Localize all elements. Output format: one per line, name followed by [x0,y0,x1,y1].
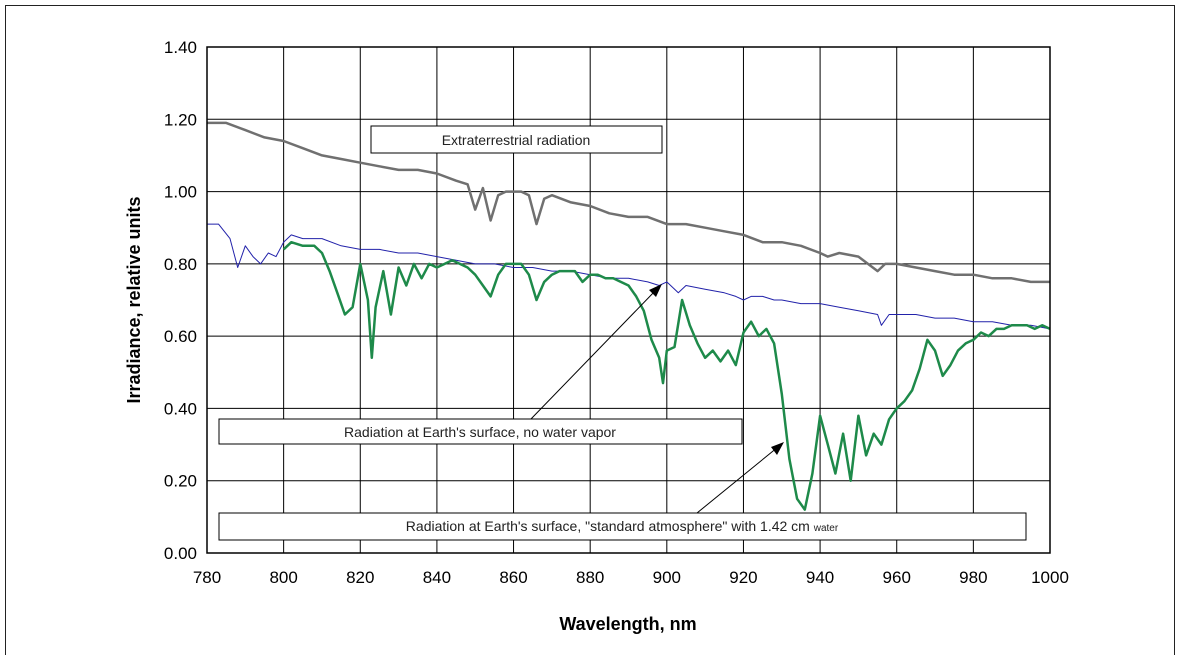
y-tick-label: 1.20 [164,110,197,129]
x-tick-label: 980 [959,568,987,587]
annotation-standard-atmosphere-main: Radiation at Earth's surface, "standard … [406,518,810,534]
x-tick-label: 820 [346,568,374,587]
x-tick-label: 920 [729,568,757,587]
annotation-box-no-water [218,418,743,445]
annotation-no-water: Radiation at Earth's surface, no water v… [344,424,616,440]
y-tick-label: 0.40 [164,399,197,418]
arrow-line-no-water [529,289,657,421]
x-tick-label: 900 [653,568,681,587]
y-tick-labels: 0.00 0.20 0.40 0.60 0.80 1.00 1.20 1.40 [164,38,197,563]
plot-area-background [207,47,1050,553]
x-tick-label: 940 [806,568,834,587]
y-tick-label: 0.00 [164,544,197,563]
x-tick-label: 800 [269,568,297,587]
y-axis-title: Irradiance, relative units [124,196,144,403]
x-tick-label: 960 [883,568,911,587]
y-tick-label: 1.00 [164,183,197,202]
annotation-box-extraterrestrial [370,125,663,154]
arrow-line-standard-atmosphere [696,446,779,514]
y-tick-label: 0.20 [164,472,197,491]
annotation-extraterrestrial: Extraterrestrial radiation [442,132,591,148]
x-tick-label: 840 [423,568,451,587]
plot-area-border [206,46,1051,554]
y-tick-label: 1.40 [164,38,197,57]
series-extraterrestrial [207,121,1050,284]
annotation-box-standard-atmosphere [218,512,1027,541]
series-standard-atmosphere [282,240,1051,511]
annotation-standard-atmosphere: Radiation at Earth's surface, "standard … [406,518,839,534]
arrow-head-standard-atmosphere [771,442,784,455]
x-axis-title: Wavelength, nm [559,614,696,634]
series-layer [207,121,1051,511]
series-no-water-vapor [207,223,1051,330]
x-tick-labels: 780 800 820 840 860 880 900 920 940 960 980 1000 [193,568,1069,587]
x-tick-label: 1000 [1031,568,1069,587]
arrow-head-no-water [649,284,662,297]
x-tick-label: 880 [576,568,604,587]
figure-frame [5,5,1175,655]
y-tick-label: 0.60 [164,327,197,346]
x-tick-label: 780 [193,568,221,587]
y-tick-label: 0.80 [164,255,197,274]
annotation-standard-atmosphere-small: water [813,523,839,534]
x-tick-label: 860 [499,568,527,587]
